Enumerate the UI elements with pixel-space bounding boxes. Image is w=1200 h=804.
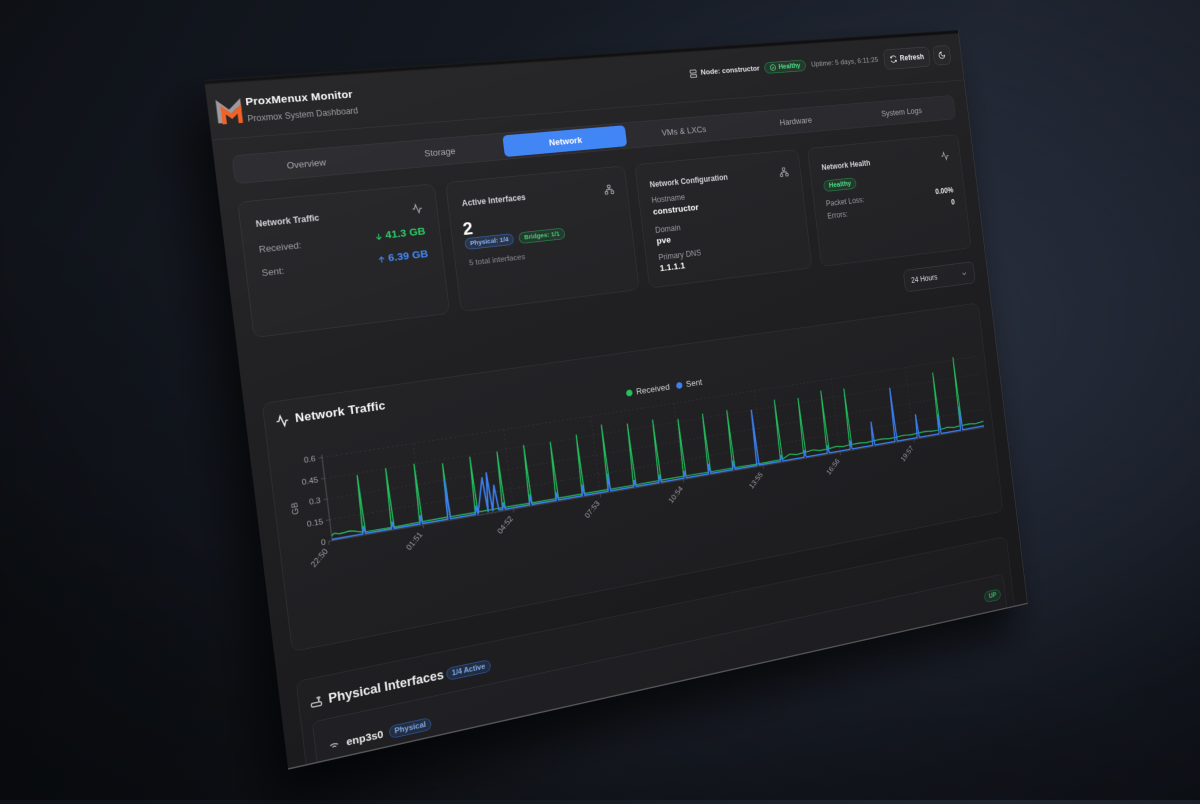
svg-text:07:53: 07:53 — [583, 499, 602, 520]
svg-text:16:56: 16:56 — [825, 457, 841, 477]
svg-text:0: 0 — [321, 537, 327, 547]
svg-text:01:51: 01:51 — [404, 530, 424, 552]
svg-text:0.3: 0.3 — [308, 495, 321, 506]
svg-text:0.6: 0.6 — [303, 454, 316, 465]
svg-text:22:50: 22:50 — [309, 547, 330, 569]
svg-text:10:54: 10:54 — [667, 484, 685, 504]
svg-text:04:52: 04:52 — [495, 514, 514, 535]
svg-text:0.15: 0.15 — [306, 516, 324, 528]
svg-text:GB: GB — [289, 502, 300, 516]
svg-text:Received: Received — [636, 383, 671, 398]
svg-text:19:57: 19:57 — [899, 444, 915, 463]
svg-text:13:55: 13:55 — [747, 470, 764, 490]
svg-text:0.45: 0.45 — [301, 475, 319, 487]
svg-text:Sent: Sent — [686, 378, 704, 390]
